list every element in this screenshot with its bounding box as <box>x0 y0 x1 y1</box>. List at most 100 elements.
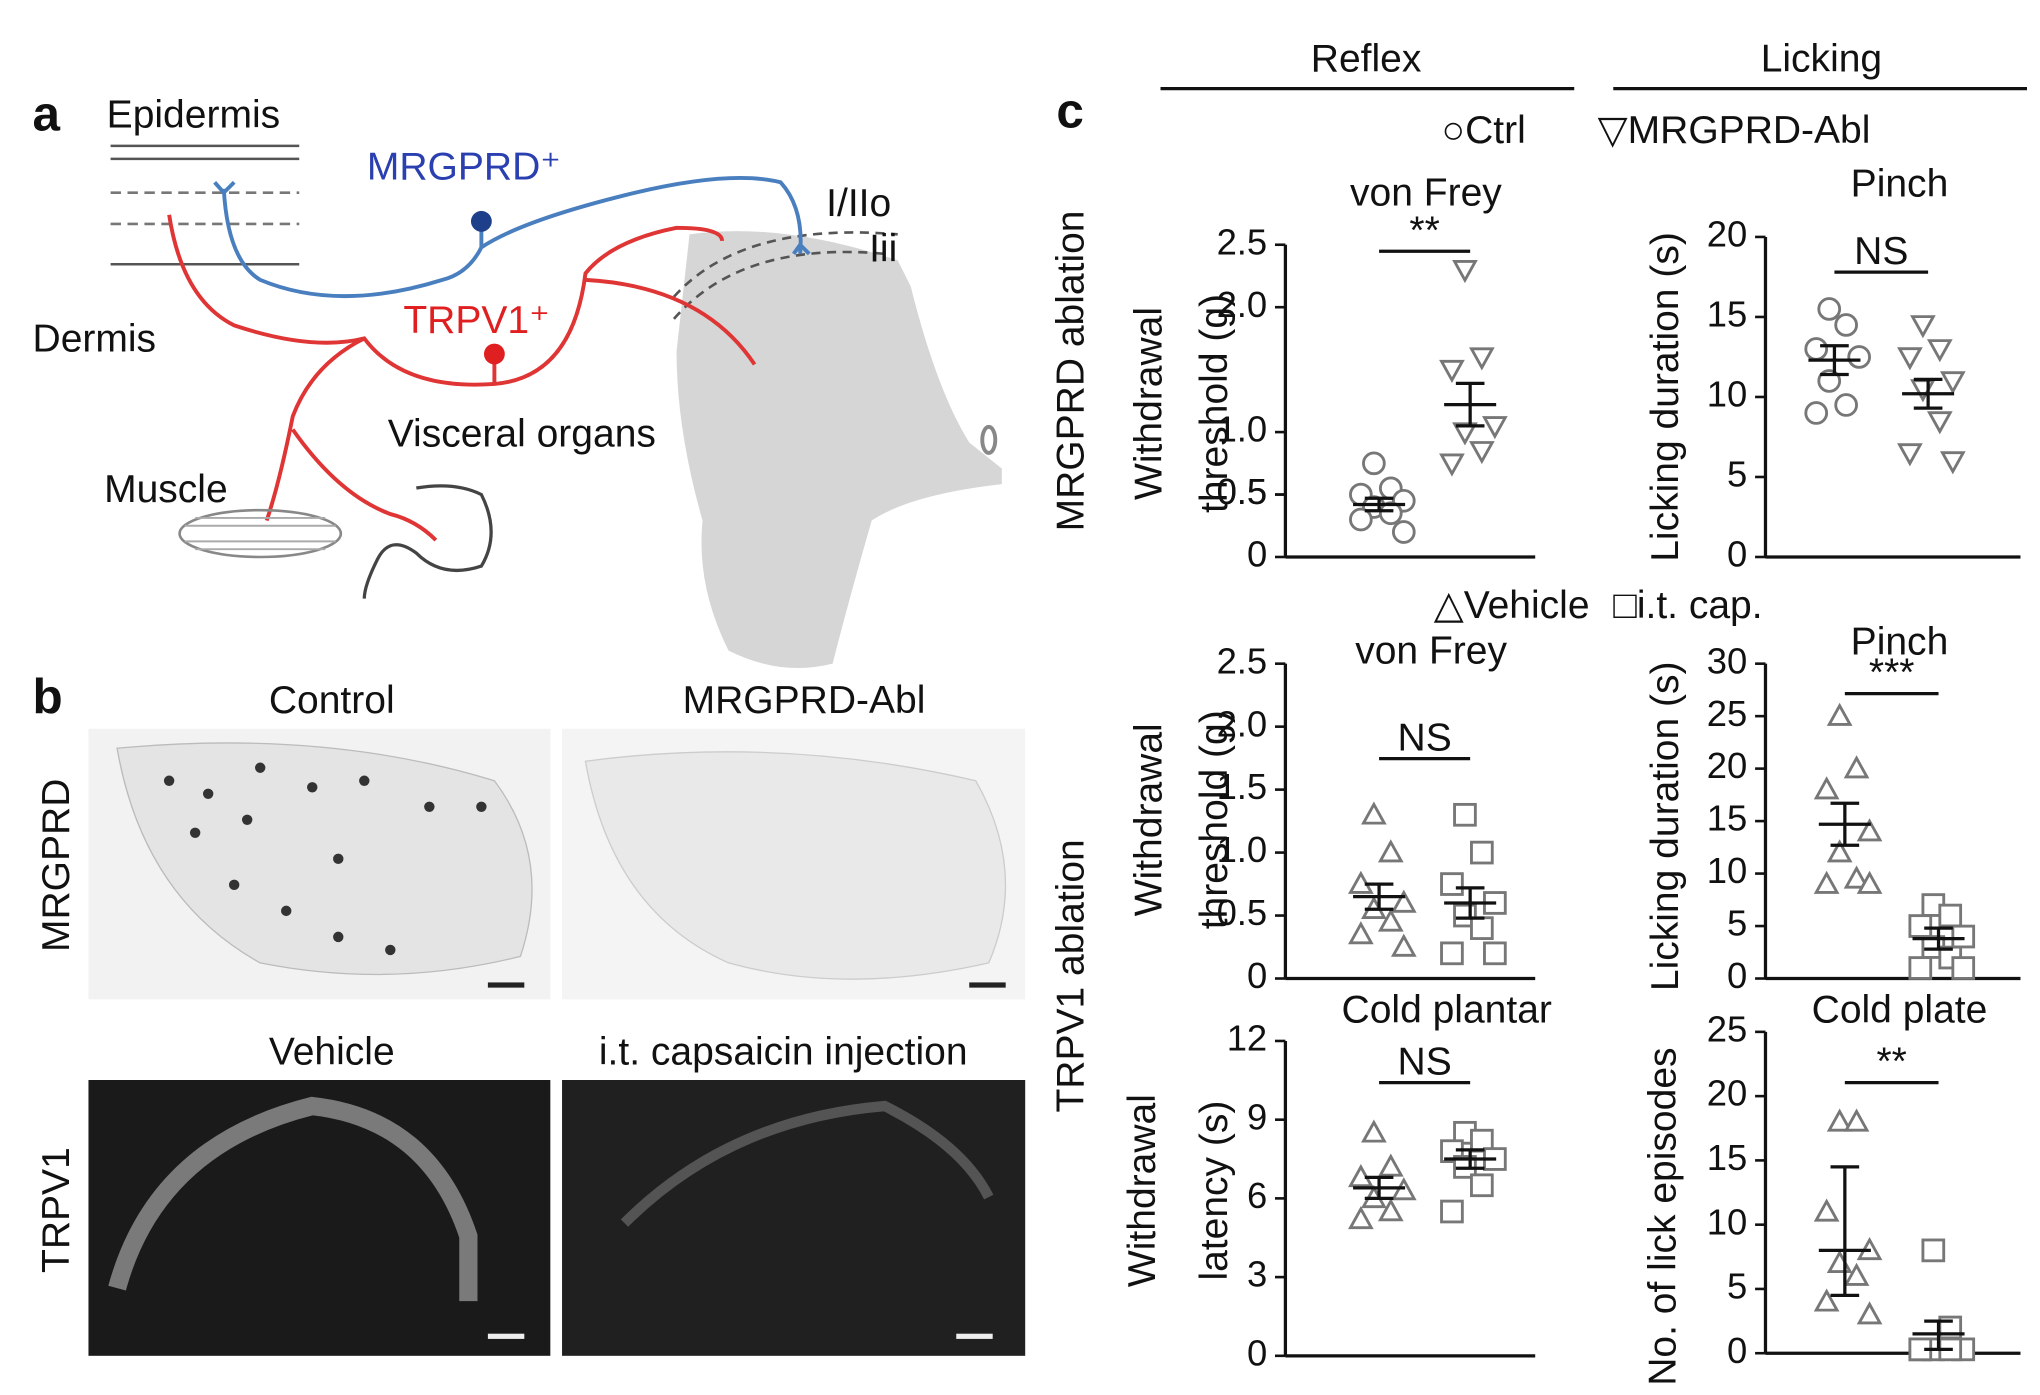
chart-title: von Frey <box>1355 630 1507 673</box>
point <box>1826 702 1853 726</box>
y-axis-label: No. of lick episodes <box>1642 1047 1685 1385</box>
point <box>1377 839 1404 863</box>
point <box>1926 339 1953 363</box>
label: MRGPRD⁺ <box>367 146 561 189</box>
label: Control <box>269 679 395 722</box>
point <box>1856 870 1883 894</box>
point <box>1939 451 1966 475</box>
label: TRPV1 <box>35 1147 78 1273</box>
y-tick-label: 0.5 <box>1217 471 1268 512</box>
point <box>1938 903 1963 928</box>
point <box>1391 520 1416 544</box>
significance-label: *** <box>1869 652 1915 695</box>
point <box>1834 393 1858 417</box>
y-tick-label: 10 <box>1707 1201 1748 1242</box>
point <box>1440 1199 1464 1224</box>
point <box>1921 1238 1946 1263</box>
label: i.t. capsaicin injection <box>599 1030 968 1073</box>
point <box>1843 755 1870 779</box>
point <box>1439 359 1465 383</box>
y-tick-label: 1.0 <box>1217 829 1268 870</box>
y-tick-label: 12 <box>1227 1018 1268 1059</box>
point <box>1897 443 1923 467</box>
chart-title: Pinch <box>1851 163 1949 206</box>
y-tick-label: 20 <box>1707 214 1748 255</box>
y-tick-label: 20 <box>1707 745 1748 786</box>
point <box>1804 401 1829 425</box>
point <box>1482 416 1508 440</box>
point <box>1804 337 1829 361</box>
point <box>1843 1262 1870 1286</box>
point <box>1826 1249 1853 1273</box>
point <box>1348 1206 1374 1230</box>
point <box>1826 1108 1853 1132</box>
chart-title: Cold plantar <box>1342 989 1552 1032</box>
point <box>1452 422 1478 446</box>
y-tick-label: 2.5 <box>1217 221 1268 262</box>
label: Visceral organs <box>388 412 656 455</box>
y-tick-label: 2.5 <box>1217 640 1268 681</box>
point <box>1908 914 1933 938</box>
point <box>1926 411 1953 435</box>
point <box>1856 1301 1883 1325</box>
y-tick-label: 0 <box>1247 955 1267 996</box>
y-axis-label: latency (s) <box>1193 1101 1236 1281</box>
legend-entry: ○Ctrl <box>1442 109 1526 152</box>
legend-entry: ▽MRGPRD-Abl <box>1598 109 1871 152</box>
point <box>1847 345 1871 369</box>
point <box>1439 453 1465 477</box>
point <box>1377 1153 1404 1177</box>
point <box>1378 501 1403 526</box>
point <box>1856 818 1883 842</box>
y-tick-label: 0.5 <box>1217 471 1268 512</box>
point <box>1813 870 1840 894</box>
significance-label: NS <box>1854 230 1908 273</box>
column-header: Reflex <box>1311 38 1422 81</box>
point <box>1813 1198 1840 1222</box>
panel-label: c <box>1056 84 1084 139</box>
point <box>1377 1198 1404 1222</box>
y-tick-label: 0 <box>1727 534 1747 575</box>
label: I/IIo <box>826 182 891 225</box>
y-tick-label: 5 <box>1727 1266 1747 1307</box>
point <box>1897 347 1923 371</box>
point <box>1843 1108 1870 1132</box>
panel-label: a <box>33 86 61 141</box>
point <box>1440 941 1464 966</box>
y-tick-label: 0 <box>1727 1330 1747 1371</box>
label: Muscle <box>104 468 228 511</box>
y-tick-label: 20 <box>1707 1073 1748 1114</box>
label: Vehicle <box>269 1030 395 1073</box>
point <box>1469 441 1495 465</box>
point <box>1834 313 1858 337</box>
point <box>1813 776 1840 800</box>
point <box>1362 451 1386 476</box>
point <box>1390 933 1417 957</box>
point <box>1377 908 1404 932</box>
y-tick-label: 1.0 <box>1217 409 1268 450</box>
chart-title: von Frey <box>1350 172 1502 215</box>
chart-title: Cold plate <box>1812 989 1988 1032</box>
y-tick-label: 2.0 <box>1217 284 1268 325</box>
y-tick-label: 3 <box>1247 1254 1267 1295</box>
y-tick-label: 15 <box>1707 798 1748 839</box>
label: Dermis <box>33 317 157 360</box>
y-tick-label: 30 <box>1707 640 1748 681</box>
y-tick-label: 2.0 <box>1217 703 1268 744</box>
significance-label: ** <box>1876 1041 1906 1084</box>
label: MRGPRD <box>35 779 78 952</box>
point <box>1469 347 1495 371</box>
point <box>1813 1288 1840 1312</box>
row-header: TRPV1 ablation <box>1050 839 1093 1112</box>
significance-label: NS <box>1398 717 1452 760</box>
y-tick-label: 5 <box>1727 903 1747 944</box>
y-tick-label: 6 <box>1247 1175 1267 1216</box>
panel-b-images <box>88 728 1026 1356</box>
point <box>1910 315 1936 339</box>
label: TRPV1⁺ <box>403 299 549 342</box>
y-tick-label: 25 <box>1707 1008 1748 1049</box>
y-tick-label: 25 <box>1707 693 1748 734</box>
y-tick-label: 9 <box>1247 1096 1267 1137</box>
panel-label: b <box>33 669 63 724</box>
